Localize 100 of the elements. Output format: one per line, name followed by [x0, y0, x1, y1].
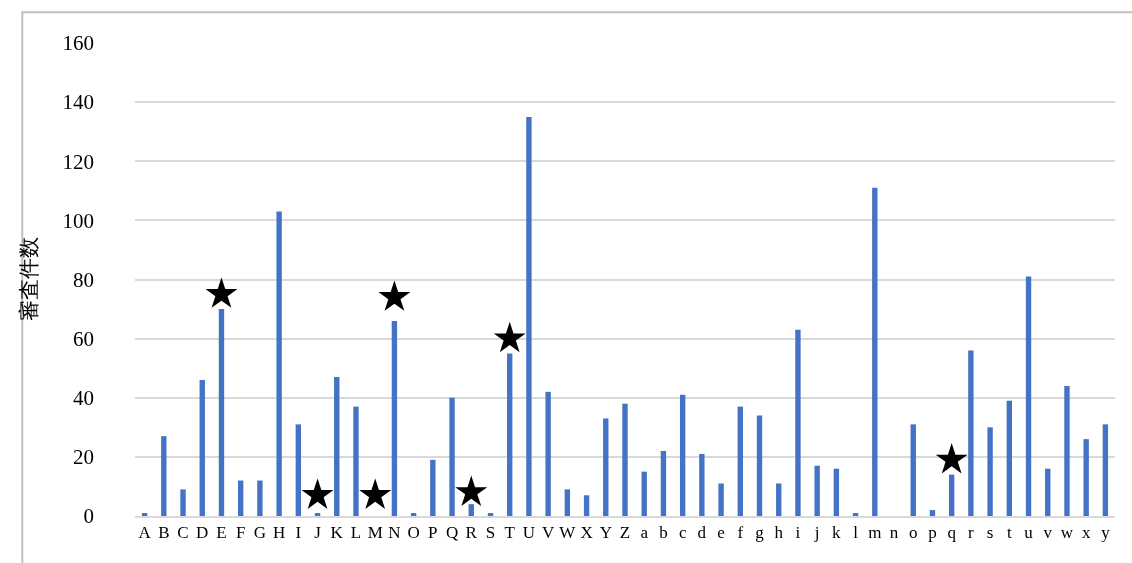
x-tick-label: P — [428, 523, 438, 543]
y-tick-label: 40 — [73, 386, 94, 411]
y-tick-label: 160 — [62, 31, 94, 56]
y-tick-label: 0 — [83, 504, 94, 529]
x-tick-label: o — [908, 523, 918, 543]
y-tick-label: 20 — [73, 445, 94, 470]
bar — [391, 320, 398, 516]
x-tick-label: C — [177, 523, 189, 543]
bar — [430, 459, 436, 516]
bar — [1006, 400, 1012, 516]
x-tick-label: Q — [445, 523, 459, 543]
x-tick-label: F — [235, 523, 246, 543]
x-tick-label: i — [795, 523, 801, 543]
x-tick-label: H — [272, 523, 286, 543]
bar — [679, 394, 686, 516]
bar — [161, 436, 167, 516]
x-tick-label: J — [314, 523, 322, 543]
bar — [1045, 468, 1051, 516]
x-tick-label: j — [813, 523, 820, 543]
x-tick-label: d — [697, 523, 707, 543]
bar — [180, 489, 186, 516]
bar — [564, 489, 571, 516]
bar — [218, 309, 225, 516]
bar — [507, 353, 513, 516]
bar — [238, 480, 244, 516]
x-tick-label: D — [196, 523, 209, 543]
bar — [987, 427, 993, 516]
y-tick-label: 140 — [62, 90, 94, 115]
x-tick-label: O — [407, 523, 420, 543]
x-tick-label: k — [832, 523, 842, 543]
x-tick-label: y — [1101, 523, 1111, 543]
bar — [929, 510, 936, 516]
x-tick-label: c — [678, 523, 687, 543]
bar — [1102, 424, 1109, 516]
bar — [314, 513, 321, 516]
bar — [622, 403, 628, 516]
x-tick-label: n — [889, 523, 899, 543]
x-tick-label: t — [1006, 523, 1012, 543]
bar — [545, 391, 551, 516]
x-tick-label: q — [947, 523, 957, 543]
x-tick-label: M — [367, 523, 383, 543]
bar — [276, 211, 282, 516]
bar — [1083, 439, 1089, 516]
y-axis-title: 審査件数 — [16, 237, 41, 322]
bar — [487, 513, 494, 516]
x-tick-label: A — [138, 523, 152, 543]
bar — [776, 483, 782, 516]
x-tick-label: v — [1043, 523, 1053, 543]
x-tick-label: K — [330, 523, 344, 543]
bar — [295, 424, 302, 516]
bar — [660, 450, 667, 516]
x-tick-label: T — [504, 523, 516, 543]
x-tick-label: G — [253, 523, 267, 543]
x-tick-label: s — [986, 523, 994, 543]
bar — [603, 418, 609, 516]
x-tick-label: g — [755, 523, 765, 543]
bar — [141, 513, 148, 516]
bar — [756, 415, 763, 516]
bar — [1025, 276, 1032, 516]
x-tick-label: U — [522, 523, 536, 543]
bar — [334, 377, 340, 516]
bar — [257, 480, 263, 516]
bar — [199, 380, 205, 516]
x-tick-label: a — [640, 523, 649, 543]
bar — [833, 468, 840, 516]
x-tick-label: u — [1024, 523, 1034, 543]
bar — [526, 116, 532, 516]
bar — [737, 406, 743, 516]
bar — [583, 495, 590, 516]
x-tick-label: Y — [599, 523, 612, 543]
x-tick-label: I — [295, 523, 302, 543]
x-tick-label: L — [350, 523, 362, 543]
bar — [968, 350, 974, 516]
bar — [852, 513, 859, 516]
x-tick-label: l — [853, 523, 859, 543]
x-tick-label: p — [928, 523, 937, 543]
y-tick-label: 80 — [73, 267, 94, 292]
bar — [699, 453, 705, 516]
y-tick-label: 100 — [62, 208, 94, 233]
x-tick-label: V — [542, 523, 555, 543]
bar — [449, 397, 455, 516]
x-tick-label: w — [1060, 523, 1074, 543]
bar — [410, 513, 417, 516]
bar — [795, 329, 801, 516]
bar — [641, 471, 647, 516]
x-tick-label: N — [388, 523, 401, 543]
bar — [353, 406, 359, 516]
bar — [468, 504, 474, 516]
bar — [948, 474, 955, 516]
bar — [872, 187, 878, 516]
y-tick-label: 60 — [73, 326, 94, 351]
x-tick-label: e — [717, 523, 725, 543]
x-tick-label: f — [737, 523, 744, 543]
x-tick-label: E — [216, 523, 227, 543]
x-tick-label: r — [968, 523, 975, 543]
x-tick-label: Z — [619, 523, 631, 543]
x-tick-label: b — [659, 523, 668, 543]
x-tick-label: X — [580, 523, 593, 543]
bar — [910, 424, 916, 516]
x-tick-label: W — [559, 523, 577, 543]
